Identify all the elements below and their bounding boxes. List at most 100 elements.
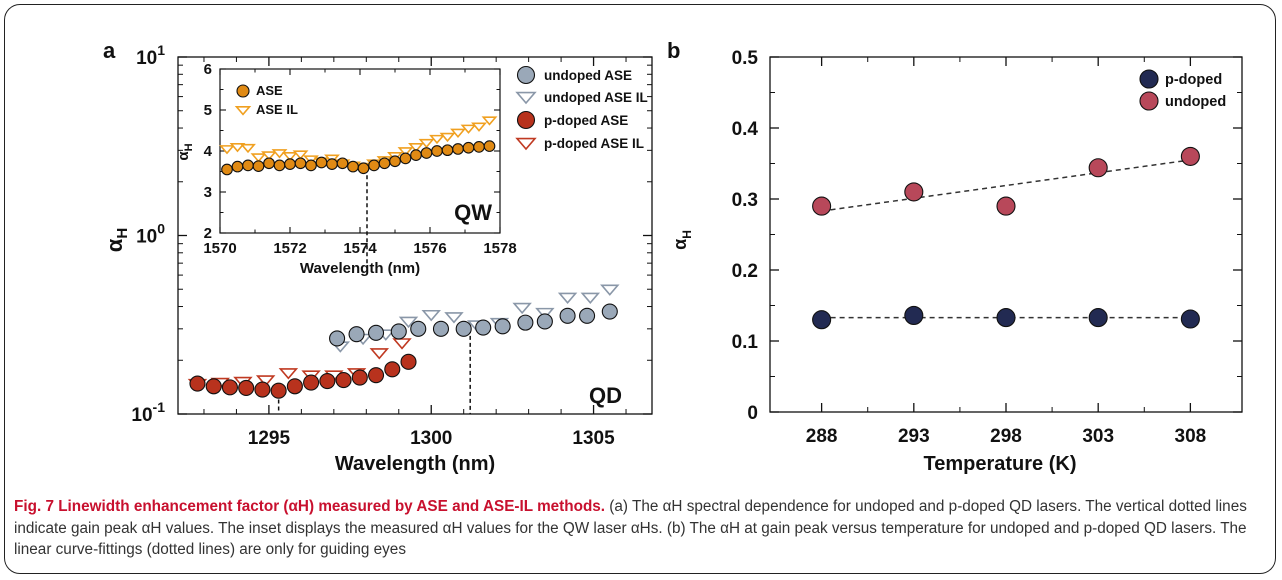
undoped-ase-point [579, 307, 596, 324]
panel-b-marks [812, 146, 1200, 330]
legend-undoped-label: undoped [1165, 94, 1226, 110]
qw-ase-il-point [261, 151, 277, 161]
qw-ase-il-point [450, 128, 466, 138]
inset-y-tick-label: 4 [204, 143, 213, 160]
panel-b-x-axis-label: Temperature (K) [924, 453, 1077, 475]
inset-y-tick-label: 5 [204, 102, 212, 119]
qw-ase-il-point [408, 143, 424, 153]
qw-ase-il-point [429, 134, 445, 145]
panel-b-y-tick-label: 0 [747, 403, 758, 424]
undoped-ase-il-point [421, 309, 441, 322]
undoped-ase-il-point [600, 284, 620, 296]
legend-pdoped-ase-il-marker [515, 137, 537, 151]
inset-x-axis-label: Wavelength (nm) [300, 260, 420, 277]
qw-ase-point [452, 143, 464, 155]
inset-x-tick-label: 1572 [273, 240, 306, 257]
p-doped-ase-point [238, 379, 255, 396]
qw-ase-point [473, 141, 485, 153]
p-doped-ase-point [189, 375, 206, 392]
qw-ase-point [399, 152, 412, 165]
undoped-point [1088, 158, 1108, 178]
panel-a-y-tick-label: 101 [136, 42, 165, 69]
qw-inset-chart: 1570 1572 1574 1576 1578 2 3 4 5 6 ASE ASE IL Wave… [175, 61, 517, 277]
inset-y-tick-label: 6 [204, 61, 212, 78]
qw-ase-il-point [292, 150, 309, 160]
inset-y-tick-label: 3 [204, 184, 212, 201]
inset-x-tick-label: 1578 [483, 240, 516, 257]
panel-b-y-tick-label: 0.3 [732, 190, 758, 211]
panel-a-marks [187, 284, 620, 399]
qw-ase-il-point [397, 147, 414, 157]
panel-a-x-tick-label: 1305 [572, 428, 615, 449]
panel-a-ticks: 1295 1300 1305 10-1 100 101 [131, 42, 652, 449]
undoped-ase-point [601, 303, 618, 320]
undoped-ase-il-point [535, 307, 555, 320]
qw-ase-point [263, 157, 275, 170]
panel-a-legend: undoped ASE undoped ASE IL p-doped ASE p-do… [515, 65, 648, 151]
qw-ase-point [368, 159, 380, 172]
undoped-ase-point [410, 320, 427, 337]
p-doped-ase-point [367, 367, 385, 384]
panel-b-y-tick-label: 0.1 [732, 332, 759, 353]
p-doped-ase-point [351, 369, 368, 386]
panel-a-y-axis-label: αH [102, 228, 131, 252]
qw-ase-point [315, 156, 328, 169]
qw-ase-point [294, 157, 307, 170]
qw-ase-point [273, 159, 286, 172]
qw-ase-point [483, 140, 496, 152]
panel-b-x-tick-label: 288 [806, 426, 838, 447]
legend-pdoped-ase-marker [516, 110, 536, 130]
undoped-ase-point [432, 320, 450, 337]
panel-a-chart: 1295 1300 1305 10-1 100 101 Wavelength (nm) α… [102, 42, 653, 475]
undoped-point [996, 196, 1016, 216]
p-doped-ase-point [254, 381, 271, 398]
p-doped-ase-point [384, 361, 401, 378]
undoped-ase-point [559, 307, 576, 324]
qw-ase-point [462, 141, 475, 154]
caption-title: Fig. 7 Linewidth enhancement factor (αH)… [14, 498, 606, 515]
qw-ase-point [441, 144, 454, 157]
legend-undoped-ase-il-label: undoped ASE IL [544, 90, 648, 105]
p-doped-point [1180, 309, 1200, 329]
qw-ase-point [326, 158, 338, 170]
undoped-fit-line [821, 159, 1191, 212]
qw-ase-il-point [271, 149, 288, 159]
panel-a-y-tick-label: 10-1 [131, 399, 165, 426]
panel-a-qd-annotation: QD [589, 383, 622, 408]
panel-b-x-tick-label: 298 [990, 426, 1022, 447]
undoped-ase-point [367, 324, 385, 341]
inset-x-tick-label: 1576 [413, 240, 446, 257]
panel-b-plot-frame [769, 56, 1243, 413]
panel-b-x-tick-label: 308 [1175, 426, 1207, 447]
undoped-ase-point [455, 320, 472, 337]
panel-b-ticks: 288 293 298 303 308 0 0.1 0.2 0.3 0.4 0.5 [732, 48, 1242, 447]
p-doped-ase-point [400, 353, 417, 370]
panel-a-x-tick-label: 1300 [410, 428, 452, 449]
qw-ase-point [336, 157, 349, 170]
undoped-ase-point [475, 319, 492, 336]
qw-ase-point [284, 158, 296, 170]
p-doped-ase-point [319, 372, 336, 390]
qw-ase-point [357, 162, 370, 175]
p-doped-point [1088, 308, 1108, 328]
inset-ticks: 1570 1572 1574 1576 1578 2 3 4 5 6 [203, 61, 516, 257]
legend-undoped-marker [1139, 91, 1159, 111]
panel-b-x-tick-label: 293 [898, 426, 930, 447]
undoped-ase-point [517, 314, 534, 331]
qw-ase-point [242, 159, 254, 172]
panel-b-x-tick-label: 303 [1082, 426, 1114, 447]
panel-b-y-tick-label: 0.5 [732, 48, 759, 69]
figure-charts: a b 1295 1300 1305 10-1 100 101 Wavelength (n… [102, 38, 1243, 475]
qw-ase-point [378, 157, 391, 170]
qw-ase-il-point [439, 132, 456, 143]
p-doped-ase-point [221, 379, 238, 396]
p-doped-ase-point [335, 371, 352, 389]
qw-ase-il-point [282, 152, 298, 162]
legend-qw-label: ASE IL [256, 102, 298, 117]
p-doped-ase-point [205, 378, 222, 395]
qw-ase-point [410, 149, 422, 161]
qw-ase-point [420, 147, 433, 159]
qw-ase-point [252, 160, 265, 173]
undoped-point [1180, 146, 1200, 166]
panel-b-fit-lines [821, 159, 1191, 319]
